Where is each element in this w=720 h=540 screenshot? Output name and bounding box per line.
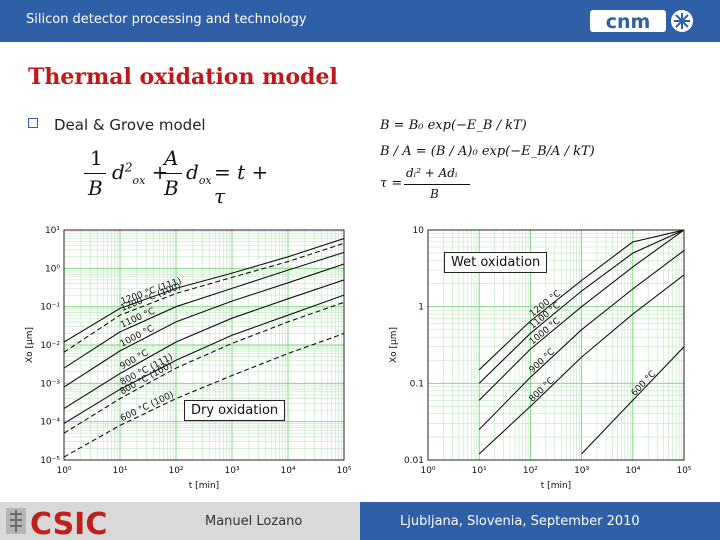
eq-tau-lhs: τ = bbox=[380, 176, 403, 191]
series-line bbox=[581, 346, 684, 455]
x-tick-label: 10⁵ bbox=[336, 466, 351, 476]
footer-presenter: Manuel Lozano bbox=[205, 514, 303, 529]
x-tick-label: 10⁴ bbox=[280, 466, 295, 476]
eq-num-1: 1 bbox=[90, 146, 103, 170]
eq-den-1: B bbox=[88, 176, 103, 200]
y-tick-label: 10⁻⁴ bbox=[40, 418, 60, 428]
x-tick-label: 10³ bbox=[574, 466, 589, 476]
footer: Manuel Lozano Ljubljana, Slovenia, Septe… bbox=[0, 502, 720, 540]
series-line bbox=[478, 250, 684, 430]
eq-term-dox: dox bbox=[186, 160, 212, 187]
y-tick-label: 10⁻² bbox=[40, 341, 60, 351]
logo-text: cnm bbox=[606, 11, 651, 33]
eq-tau-den: B bbox=[430, 187, 439, 201]
eq-rhs: = t + τ bbox=[214, 160, 269, 208]
equation-tau: τ = dᵢ² + Adᵢ B bbox=[380, 166, 500, 206]
equation-BA: B / A = (B / A)₀ exp(−E_B/A / kT) bbox=[380, 144, 595, 159]
y-tick-label: 1 bbox=[418, 303, 424, 313]
series-line bbox=[478, 230, 684, 384]
series-group bbox=[478, 230, 684, 455]
x-axis-label: t [min] bbox=[189, 481, 219, 491]
y-tick-label: 10⁻⁵ bbox=[40, 456, 60, 466]
series-line bbox=[64, 332, 344, 458]
y-axis-label: Xo [µm] bbox=[389, 327, 399, 363]
x-tick-label: 10¹ bbox=[112, 466, 127, 476]
series-line bbox=[478, 274, 684, 455]
eq-num-2: A bbox=[164, 146, 179, 170]
equation-B: B = B₀ exp(−E_B / kT) bbox=[380, 118, 527, 133]
header-bar: Silicon detector processing and technolo… bbox=[0, 0, 720, 42]
footer-left-panel bbox=[0, 502, 360, 540]
y-axis-label: Xo [µm] bbox=[25, 327, 35, 363]
x-tick-label: 10³ bbox=[224, 466, 239, 476]
series-line bbox=[64, 237, 344, 343]
csic-logo: CSIC bbox=[6, 507, 107, 538]
plot-frame bbox=[427, 229, 685, 461]
bullet-text: Deal & Grove model bbox=[54, 116, 206, 134]
x-tick-label: 10¹ bbox=[472, 466, 487, 476]
x-axis-label: t [min] bbox=[541, 481, 571, 491]
csic-logo-text: CSIC bbox=[30, 507, 107, 538]
y-tick-label: 0.01 bbox=[404, 456, 424, 466]
series-line bbox=[478, 230, 684, 401]
x-tick-label: 10² bbox=[168, 466, 183, 476]
x-tick-label: 10⁵ bbox=[676, 466, 691, 476]
y-tick-label: 0.1 bbox=[410, 379, 424, 389]
series-line bbox=[64, 242, 344, 353]
dry-oxidation-chart: 10⁰ 10¹ 10² 10³ 10⁴ 10⁵ 10⁻⁵ 10⁻⁴ 10⁻³ 10⁻² 10⁻¹ 10… bbox=[25, 226, 352, 491]
main-equation: 1 B d2ox + A B dox = t + τ bbox=[84, 146, 284, 208]
dry-oxidation-label: Dry oxidation bbox=[184, 400, 286, 421]
slide-title: Thermal oxidation model bbox=[28, 64, 338, 90]
bullet-icon bbox=[28, 118, 38, 128]
series-line bbox=[64, 294, 344, 424]
wet-oxidation-label: Wet oxidation bbox=[444, 252, 548, 273]
x-tick-label: 10⁰ bbox=[56, 466, 71, 476]
y-tick-label: 10⁻¹ bbox=[40, 303, 60, 313]
x-tick-label: 10² bbox=[523, 466, 538, 476]
series-group bbox=[64, 237, 344, 458]
cnm-logo: cnm bbox=[590, 10, 693, 33]
eq-term-dox2: d2ox + bbox=[112, 160, 169, 187]
series-line bbox=[64, 301, 344, 434]
footer-right-panel bbox=[360, 502, 720, 540]
series-line bbox=[64, 251, 344, 369]
series-line bbox=[64, 263, 344, 388]
plot-frame bbox=[63, 229, 345, 461]
eq-den-2: B bbox=[164, 176, 179, 200]
eq-tau-num: dᵢ² + Adᵢ bbox=[406, 166, 458, 180]
series-line bbox=[478, 230, 684, 371]
y-tick-label: 10⁻³ bbox=[40, 379, 60, 389]
header-title: Silicon detector processing and technolo… bbox=[26, 12, 307, 27]
y-tick-label: 10⁰ bbox=[45, 264, 60, 274]
y-tick-label: 10¹ bbox=[45, 226, 60, 236]
x-tick-label: 10⁰ bbox=[420, 466, 435, 476]
y-tick-label: 10 bbox=[413, 226, 425, 236]
series-line bbox=[64, 279, 344, 409]
x-tick-label: 10⁴ bbox=[625, 466, 640, 476]
footer-event: Ljubljana, Slovenia, September 2010 bbox=[400, 514, 640, 529]
